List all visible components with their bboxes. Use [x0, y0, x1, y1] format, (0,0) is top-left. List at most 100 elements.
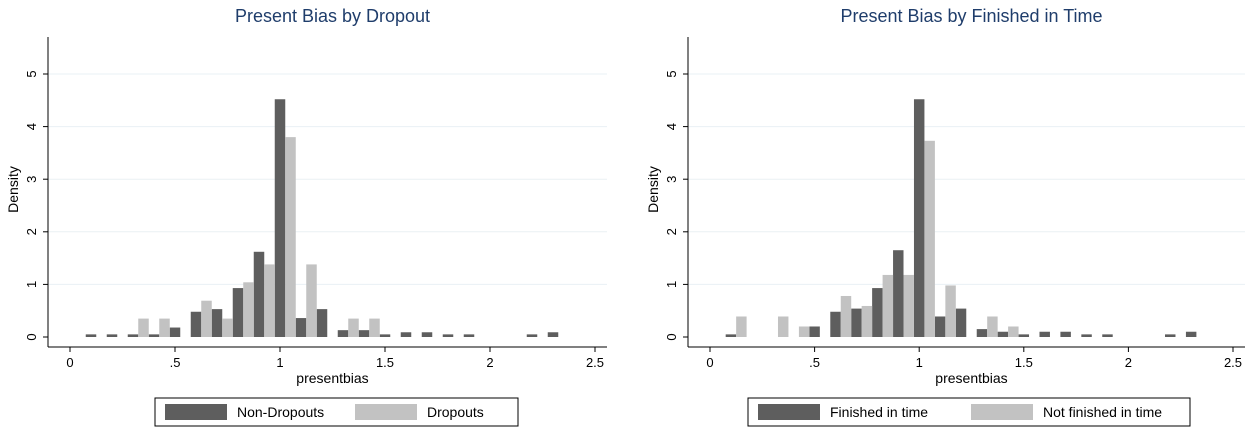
legend-label: Finished in time [830, 404, 928, 420]
bar-series-1 [1165, 334, 1176, 337]
bar-series-2 [201, 300, 212, 337]
y-tick-label: 2 [664, 228, 679, 235]
x-tick-label: 1.5 [1015, 355, 1033, 370]
bar-series-1 [547, 332, 559, 337]
bar-series-2 [1008, 326, 1019, 337]
x-tick-label: 1 [276, 355, 283, 370]
chart-title: Present Bias by Dropout [235, 6, 430, 26]
bar-series-2 [924, 140, 935, 337]
x-axis-title: presentbias [935, 370, 1007, 386]
bar-series-2 [798, 326, 810, 337]
bar-series-1 [358, 330, 370, 337]
bar-series-2 [159, 318, 170, 337]
x-tick-label: .5 [170, 355, 181, 370]
x-tick-label: 0 [706, 355, 713, 370]
y-tick-label: 0 [664, 333, 679, 340]
bar-series-1 [955, 308, 967, 337]
x-tick-label: 2.5 [1224, 355, 1242, 370]
bar-series-1 [274, 99, 286, 337]
bar-series-1 [379, 334, 391, 337]
bar-series-1 [337, 330, 349, 337]
bar-series-1 [725, 334, 737, 337]
bar-series-1 [997, 331, 1009, 337]
x-tick-label: 0 [66, 355, 73, 370]
bar-series-1 [316, 309, 328, 337]
bar-series-2 [264, 264, 275, 337]
bar-series-1 [1039, 331, 1050, 337]
bar-series-2 [945, 285, 956, 337]
y-axis-title: Density [645, 166, 661, 213]
x-axis-title: presentbias [296, 370, 368, 386]
legend-swatch [971, 404, 1033, 420]
bar-series-1 [809, 326, 820, 337]
y-tick-label: 5 [24, 70, 39, 77]
y-tick-label: 3 [24, 176, 39, 183]
legend-label: Not finished in time [1043, 404, 1162, 420]
bar-series-2 [903, 274, 914, 337]
bar-series-1 [295, 318, 307, 337]
bar-series-2 [306, 264, 317, 337]
bar-series-1 [148, 334, 160, 337]
bar-series-1 [1081, 334, 1092, 337]
y-tick-label: 4 [664, 123, 679, 130]
bar-series-2 [348, 318, 359, 337]
bar-series-1 [1018, 334, 1030, 337]
bar-series-1 [442, 334, 454, 337]
bar-series-1 [127, 334, 139, 337]
bar-series-1 [232, 288, 244, 337]
bar-series-1 [421, 332, 433, 337]
y-tick-label: 2 [24, 228, 39, 235]
bar-series-1 [85, 334, 97, 337]
x-tick-label: 1 [916, 355, 923, 370]
bar-series-2 [882, 274, 894, 337]
legend-label: Non-Dropouts [237, 404, 324, 420]
bar-series-2 [222, 318, 233, 337]
bar-series-1 [526, 334, 538, 337]
y-axis-title: Density [5, 166, 21, 213]
legend-label: Dropouts [427, 404, 484, 420]
chart-panel-1: Present Bias by Dropout 0 1 2 3 4 5 0 .5 1 1.5 2 2.5… [5, 6, 607, 427]
chart-title: Present Bias by Finished in Time [840, 6, 1102, 26]
x-tick-label: .5 [809, 355, 820, 370]
legend-swatch [355, 404, 417, 420]
bar-series-2 [777, 316, 789, 337]
bar-series-2 [840, 295, 852, 337]
bar-series-1 [253, 251, 265, 337]
bar-series-1 [893, 250, 904, 337]
bar-series-1 [913, 99, 925, 337]
x-tick-label: 2 [486, 355, 493, 370]
bar-series-1 [830, 311, 841, 337]
bar-series-1 [106, 334, 118, 337]
legend-swatch [758, 404, 820, 420]
bar-series-1 [976, 329, 988, 337]
bar-series-2 [285, 137, 296, 337]
y-tick-label: 0 [24, 333, 39, 340]
bar-series-1 [934, 316, 946, 337]
x-tick-label: 2 [1125, 355, 1132, 370]
bar-series-1 [1060, 331, 1071, 337]
y-tick-label: 5 [664, 70, 679, 77]
bar-series-1 [872, 288, 883, 337]
bar-series-2 [138, 318, 149, 337]
legend-swatch [165, 404, 227, 420]
bar-series-2 [243, 282, 254, 337]
x-tick-label: 2.5 [586, 355, 604, 370]
y-tick-label: 3 [664, 176, 679, 183]
chart-panel-2: Present Bias by Finished in Time 0 1 2 3 4 5 0.… [645, 6, 1245, 427]
bar-series-1 [1185, 331, 1197, 337]
bar-series-1 [190, 311, 202, 337]
bar-series-2 [736, 316, 747, 337]
bar-series-2 [861, 305, 873, 337]
bar-series-1 [851, 308, 862, 337]
bar-series-1 [169, 327, 181, 337]
bar-series-1 [400, 332, 412, 337]
x-tick-label: 1.5 [376, 355, 394, 370]
bar-series-2 [987, 316, 998, 337]
legend-box [747, 397, 1191, 427]
bar-series-1 [463, 334, 475, 337]
bar-series-1 [211, 309, 223, 337]
y-tick-label: 1 [664, 281, 679, 288]
bar-series-2 [369, 318, 380, 337]
